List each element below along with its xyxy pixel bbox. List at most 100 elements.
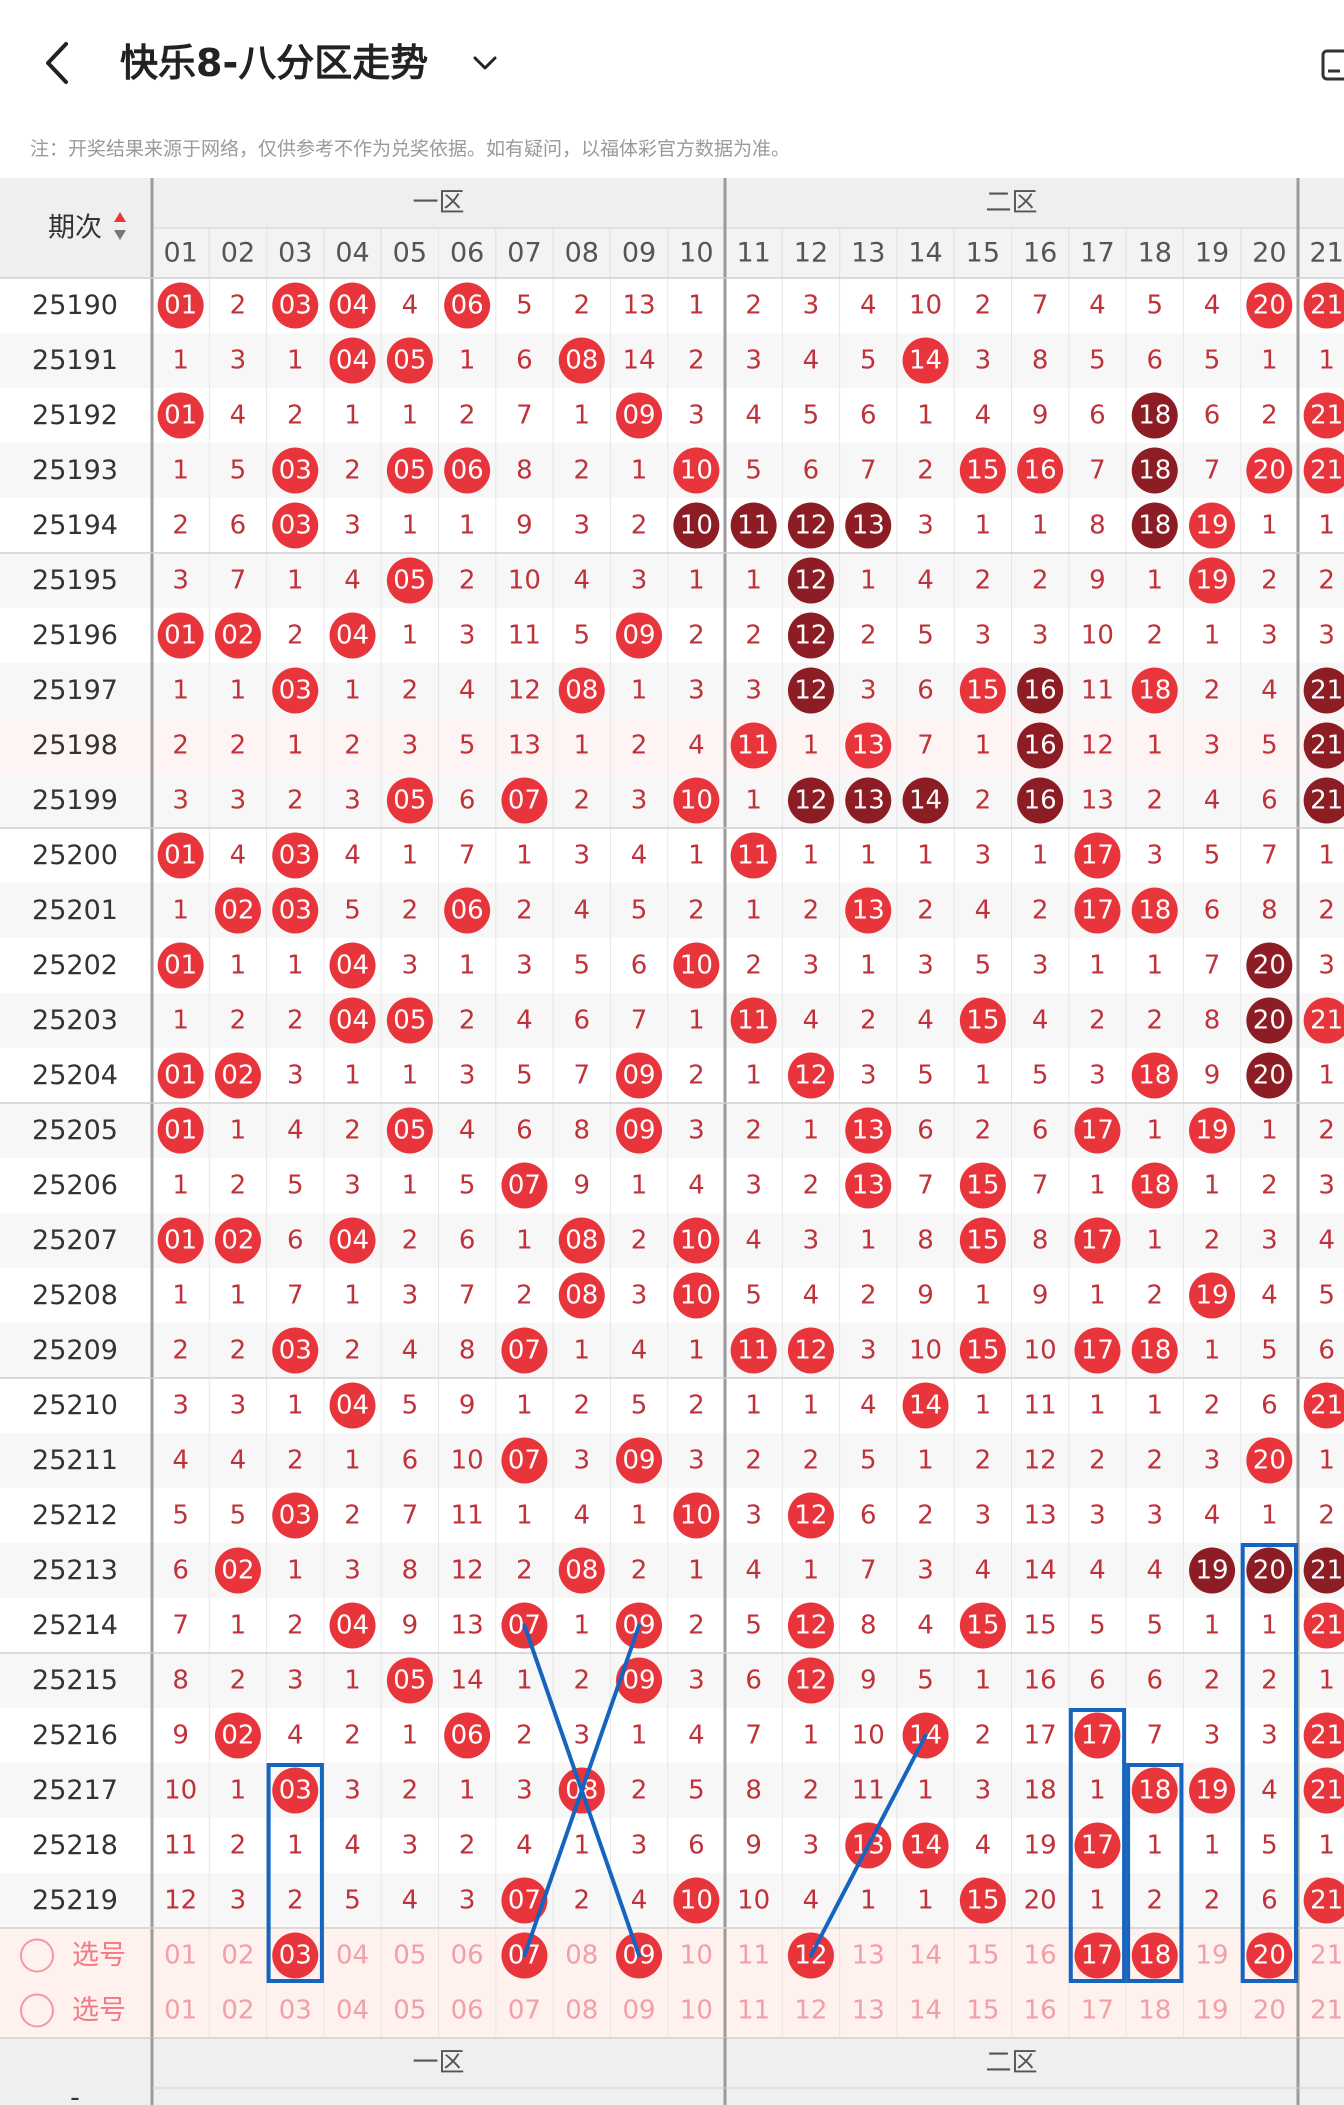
select-number[interactable]: 10: [680, 1941, 713, 1971]
miss-count: 5: [860, 1446, 877, 1476]
miss-count: 3: [917, 511, 934, 541]
selected-number[interactable]: 03: [279, 1941, 312, 1971]
miss-count: 4: [803, 1006, 820, 1036]
select-number[interactable]: 15: [966, 1996, 999, 2026]
page-title[interactable]: 快乐8-八分区走势: [120, 41, 429, 85]
select-number[interactable]: 21: [1310, 1996, 1343, 2026]
selected-ball[interactable]: [1074, 1932, 1121, 1979]
miss-count: 2: [975, 1446, 992, 1476]
select-number[interactable]: 15: [966, 1941, 999, 1971]
select-number[interactable]: 17: [1081, 1996, 1114, 2026]
hit-ball: [1017, 722, 1064, 769]
select-number[interactable]: 14: [909, 1996, 942, 2026]
hit-number: 11: [737, 1336, 770, 1366]
hit-ball: [444, 1712, 491, 1759]
select-number[interactable]: 08: [565, 1941, 598, 1971]
hit-number: 18: [1138, 1776, 1171, 1806]
select-number[interactable]: 13: [852, 1996, 885, 2026]
select-label[interactable]: 选号: [72, 1940, 126, 1971]
select-radio[interactable]: [20, 1938, 54, 1973]
selected-ball[interactable]: [272, 1932, 319, 1979]
select-number[interactable]: 09: [623, 1996, 656, 2026]
hit-ball: [157, 1052, 204, 1099]
miss-count: 2: [573, 1391, 590, 1421]
miss-count: 2: [631, 1226, 648, 1256]
select-number[interactable]: 04: [336, 1996, 369, 2026]
select-number[interactable]: 03: [279, 1996, 312, 2026]
period-cell: 25192: [32, 400, 118, 431]
miss-count: 7: [917, 1171, 934, 1201]
edit-icon[interactable]: [1320, 45, 1344, 85]
miss-count: 1: [573, 1336, 590, 1366]
select-number[interactable]: 06: [451, 1941, 484, 1971]
select-number[interactable]: 19: [1196, 1996, 1229, 2026]
chevron-left-icon[interactable]: [38, 38, 78, 88]
hit-number: 15: [966, 1226, 999, 1256]
miss-count: 10: [852, 1721, 885, 1751]
period-cell: 25206: [32, 1170, 118, 1201]
sort-down-icon[interactable]: [114, 230, 126, 240]
selected-ball[interactable]: [1246, 1932, 1293, 1979]
period-cell: 25214: [32, 1610, 118, 1641]
select-radio[interactable]: [20, 1993, 54, 2028]
select-number[interactable]: 16: [1024, 1996, 1057, 2026]
hit-number: 15: [966, 1886, 999, 1916]
select-number[interactable]: 07: [508, 1996, 541, 2026]
select-number[interactable]: 12: [794, 1996, 827, 2026]
selected-number[interactable]: 17: [1081, 1941, 1114, 1971]
miss-count: 6: [172, 1556, 189, 1586]
miss-count: 3: [631, 566, 648, 596]
miss-count: 3: [860, 676, 877, 706]
hit-ball: [845, 777, 892, 824]
select-label[interactable]: 选号: [72, 1995, 126, 2026]
select-number[interactable]: 08: [565, 1996, 598, 2026]
select-number[interactable]: 18: [1138, 1996, 1171, 2026]
select-number[interactable]: 01: [164, 1996, 197, 2026]
select-number[interactable]: 01: [164, 1941, 197, 1971]
select-number[interactable]: 02: [221, 1996, 254, 2026]
miss-count: 4: [631, 841, 648, 871]
selected-number[interactable]: 18: [1138, 1941, 1171, 1971]
chevron-down-icon[interactable]: [470, 50, 500, 76]
hit-ball: [386, 1107, 433, 1154]
selected-ball[interactable]: [1131, 1932, 1178, 1979]
selected-number[interactable]: 20: [1253, 1941, 1286, 1971]
miss-count: 10: [1081, 621, 1114, 651]
hit-number: 03: [279, 1501, 312, 1531]
miss-count: 5: [459, 1171, 476, 1201]
select-number[interactable]: 21: [1310, 1941, 1343, 1971]
period-cell: 25207: [32, 1225, 118, 1256]
select-number[interactable]: 05: [393, 1996, 426, 2026]
miss-count: 2: [516, 896, 533, 926]
select-number[interactable]: 05: [393, 1941, 426, 1971]
period-header-label[interactable]: 期次: [48, 213, 102, 244]
select-number[interactable]: 04: [336, 1941, 369, 1971]
hit-number: 16: [1024, 676, 1057, 706]
table-row: [0, 553, 1344, 608]
hit-number: 13: [852, 896, 885, 926]
miss-count: 1: [172, 1006, 189, 1036]
miss-count: 8: [459, 1336, 476, 1366]
select-number[interactable]: 14: [909, 1941, 942, 1971]
sort-up-icon[interactable]: [114, 212, 126, 222]
select-number[interactable]: 16: [1024, 1941, 1057, 1971]
period-cell: 25215: [32, 1665, 118, 1696]
miss-count: 4: [516, 1006, 533, 1036]
select-number[interactable]: 13: [852, 1941, 885, 1971]
hit-ball: [157, 282, 204, 329]
select-number[interactable]: 06: [451, 1996, 484, 2026]
select-number[interactable]: 02: [221, 1941, 254, 1971]
miss-count: 9: [1204, 1061, 1221, 1091]
select-number[interactable]: 10: [680, 1996, 713, 2026]
hit-number: 16: [1024, 456, 1057, 486]
hit-ball: [214, 1052, 261, 1099]
select-number[interactable]: 20: [1253, 1996, 1286, 2026]
miss-count: 6: [1146, 1666, 1163, 1696]
select-number[interactable]: 11: [737, 1941, 770, 1971]
select-number[interactable]: 19: [1196, 1941, 1229, 1971]
hit-number: 03: [279, 896, 312, 926]
miss-count: 2: [1261, 1666, 1278, 1696]
miss-count: 2: [573, 456, 590, 486]
select-number[interactable]: 11: [737, 1996, 770, 2026]
hit-ball: [558, 337, 605, 384]
